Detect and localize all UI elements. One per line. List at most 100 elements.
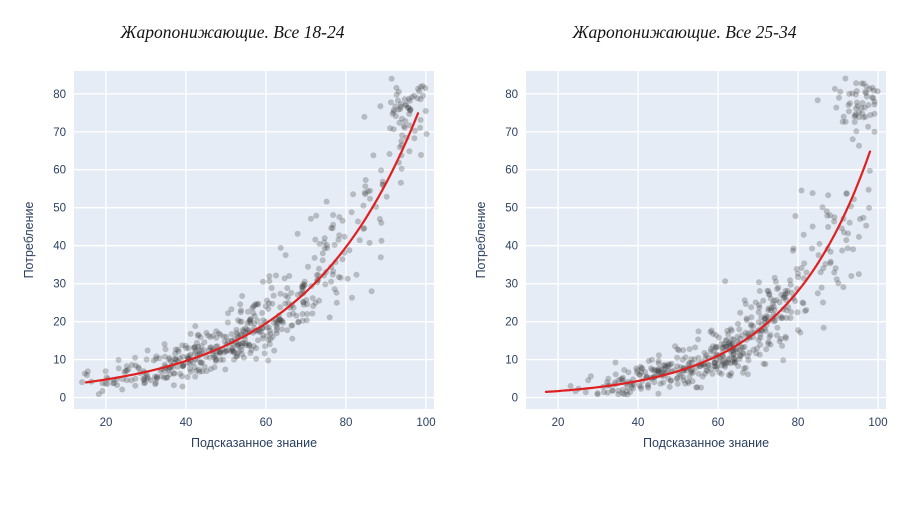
data-point bbox=[376, 216, 383, 222]
data-point bbox=[398, 132, 405, 139]
data-point bbox=[414, 85, 421, 92]
data-point bbox=[331, 286, 338, 293]
data-point bbox=[417, 83, 424, 90]
data-point bbox=[212, 334, 219, 341]
data-point bbox=[99, 388, 105, 394]
data-point bbox=[360, 225, 366, 232]
data-point bbox=[675, 347, 682, 354]
data-point bbox=[282, 292, 289, 299]
data-point bbox=[252, 355, 259, 362]
data-point bbox=[635, 382, 642, 389]
data-point bbox=[263, 324, 270, 331]
data-point bbox=[761, 315, 768, 322]
data-point bbox=[738, 332, 745, 339]
data-point bbox=[421, 85, 428, 92]
data-point bbox=[259, 278, 266, 285]
data-point bbox=[161, 368, 168, 375]
data-point bbox=[765, 288, 771, 295]
data-point bbox=[838, 247, 845, 254]
data-point bbox=[341, 233, 347, 240]
data-point bbox=[716, 358, 723, 365]
data-point bbox=[416, 124, 423, 131]
data-point bbox=[736, 356, 743, 362]
data-point bbox=[276, 316, 282, 323]
y-tick-label: 60 bbox=[53, 165, 66, 177]
data-point bbox=[362, 177, 369, 183]
data-point bbox=[152, 379, 159, 386]
data-point bbox=[263, 297, 270, 304]
data-point bbox=[323, 245, 330, 251]
data-point bbox=[259, 335, 266, 342]
data-point bbox=[861, 88, 868, 95]
data-point bbox=[144, 347, 151, 354]
data-point bbox=[773, 324, 780, 331]
data-point bbox=[401, 124, 408, 131]
data-point bbox=[771, 274, 778, 281]
data-point bbox=[211, 364, 217, 371]
data-point bbox=[782, 314, 789, 321]
x-tick-label: 20 bbox=[551, 417, 564, 429]
data-point bbox=[414, 95, 420, 102]
data-point bbox=[660, 362, 667, 369]
data-point bbox=[625, 369, 631, 376]
data-point bbox=[203, 368, 210, 375]
data-point bbox=[171, 356, 178, 363]
data-point bbox=[178, 373, 185, 380]
data-point bbox=[851, 119, 858, 125]
data-point bbox=[734, 333, 740, 340]
data-point bbox=[394, 106, 401, 113]
data-point bbox=[814, 290, 821, 297]
data-point bbox=[764, 340, 771, 347]
data-point bbox=[855, 114, 862, 121]
data-point bbox=[718, 370, 724, 377]
data-point bbox=[790, 245, 796, 252]
data-point bbox=[770, 303, 777, 310]
data-point bbox=[191, 344, 198, 351]
data-point bbox=[594, 391, 600, 398]
data-point bbox=[198, 348, 205, 355]
data-point bbox=[687, 368, 694, 375]
data-point bbox=[197, 334, 204, 341]
data-point bbox=[858, 104, 864, 111]
data-point bbox=[682, 354, 689, 361]
data-point bbox=[686, 346, 693, 353]
data-point bbox=[709, 330, 716, 337]
data-point bbox=[645, 358, 652, 364]
y-tick-label: 20 bbox=[53, 317, 66, 329]
data-point bbox=[852, 80, 859, 87]
data-point bbox=[259, 317, 266, 324]
data-point bbox=[361, 191, 368, 198]
data-point bbox=[661, 362, 668, 369]
data-point bbox=[220, 333, 227, 340]
data-point bbox=[853, 99, 860, 106]
data-point bbox=[742, 329, 749, 336]
data-point bbox=[709, 343, 716, 350]
y-tick-label: 20 bbox=[505, 317, 518, 329]
data-point bbox=[217, 356, 223, 363]
data-point bbox=[404, 104, 411, 111]
data-point bbox=[655, 368, 661, 375]
data-point bbox=[383, 193, 390, 200]
y-axis-label: Потребление bbox=[22, 202, 36, 279]
data-point bbox=[842, 237, 849, 244]
data-point bbox=[733, 349, 740, 356]
data-point bbox=[200, 347, 207, 354]
data-point bbox=[234, 317, 241, 324]
data-point bbox=[368, 288, 375, 295]
data-point bbox=[832, 265, 839, 272]
data-point bbox=[264, 305, 271, 312]
data-point bbox=[390, 107, 397, 114]
data-point bbox=[662, 363, 669, 370]
data-point bbox=[326, 314, 333, 321]
data-point bbox=[708, 327, 715, 334]
data-point bbox=[654, 390, 661, 397]
data-point bbox=[241, 325, 248, 332]
data-point bbox=[725, 356, 732, 362]
data-point bbox=[852, 91, 859, 98]
data-point bbox=[739, 349, 746, 356]
data-point bbox=[279, 319, 286, 326]
data-point bbox=[721, 358, 728, 365]
data-point bbox=[196, 368, 203, 375]
data-point bbox=[723, 337, 730, 343]
data-point bbox=[726, 360, 733, 367]
